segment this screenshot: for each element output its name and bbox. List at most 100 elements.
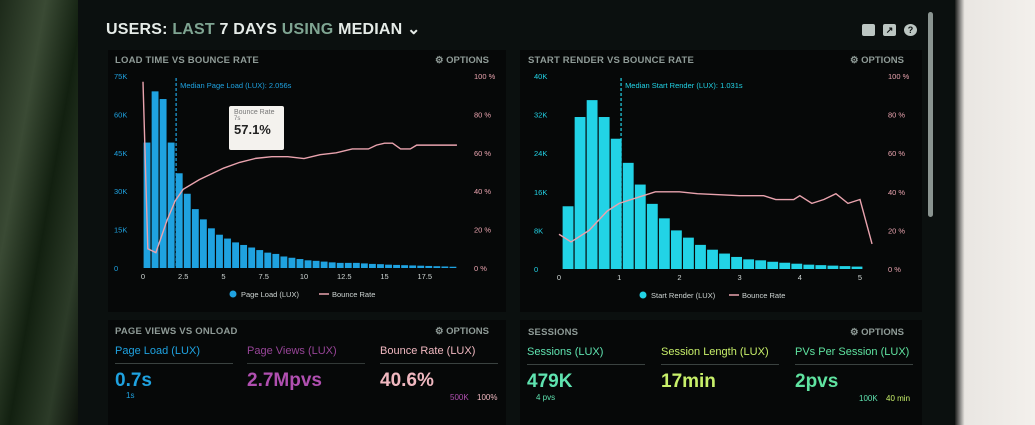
- histogram-bar: [707, 249, 718, 269]
- metric-page-views: Page Views (LUX) 2.7Mpvs: [247, 345, 365, 392]
- metric-label: Bounce Rate (LUX): [380, 345, 498, 364]
- monitor-icon[interactable]: [862, 24, 875, 36]
- metric-label: PVs Per Session (LUX): [795, 346, 913, 365]
- axis-label: 4 pvs: [536, 393, 556, 402]
- sessions-options-button[interactable]: ⚙ OPTIONS: [850, 327, 904, 338]
- tooltip-title: Bounce Rate: [234, 109, 275, 116]
- x-tick-label: 4: [798, 273, 802, 282]
- axis-label: 100K: [859, 394, 878, 403]
- x-tick-label: 2.5: [178, 272, 188, 281]
- legend-label: Start Render (LUX): [651, 291, 716, 300]
- chart2-options-button[interactable]: ⚙ OPTIONS: [850, 55, 904, 66]
- page-title[interactable]: USERS: LAST 7 DAYS USING MEDIAN ⌄: [106, 19, 421, 39]
- x-tick-label: 5: [858, 273, 862, 282]
- histogram-bar: [719, 253, 730, 269]
- y-tick-label: 30K: [114, 187, 127, 196]
- title-stat[interactable]: MEDIAN: [338, 21, 403, 38]
- chart1-options-button[interactable]: ⚙ OPTIONS: [435, 55, 489, 66]
- legend-marker: [229, 290, 237, 298]
- histogram-bar: [296, 259, 304, 268]
- y2-tick-label: 20 %: [888, 226, 905, 235]
- scrollbar[interactable]: [928, 12, 933, 217]
- histogram-bar: [240, 244, 248, 268]
- axis-label: 40 min: [886, 394, 911, 403]
- x-tick-label: 0: [557, 273, 561, 282]
- x-tick-label: 5: [221, 272, 225, 281]
- sessions-title: SESSIONS: [528, 327, 579, 338]
- histogram-bar: [360, 263, 368, 268]
- histogram-bar: [191, 209, 199, 268]
- histogram-bar: [336, 262, 344, 268]
- histogram-bar: [385, 264, 392, 268]
- histogram-bar: [827, 265, 839, 269]
- help-icon[interactable]: ?: [904, 24, 917, 36]
- histogram-bar: [224, 238, 231, 268]
- histogram-bar: [288, 257, 296, 268]
- histogram-bar: [562, 206, 574, 269]
- share-icon[interactable]: ↗: [883, 24, 896, 36]
- background-plant: [0, 0, 78, 425]
- histogram-bar: [401, 265, 409, 268]
- y2-tick-label: 80 %: [888, 111, 905, 120]
- y-tick-label: 24K: [534, 149, 547, 158]
- y2-tick-label: 60 %: [474, 149, 491, 158]
- bounce-rate-line: [142, 81, 457, 254]
- metric-page-load: Page Load (LUX) 0.7s: [115, 345, 233, 392]
- histogram-bar: [256, 250, 264, 268]
- histogram-bar: [441, 266, 449, 268]
- histogram-bar: [409, 265, 417, 268]
- histogram-bar: [815, 265, 827, 269]
- histogram-bar: [208, 228, 215, 268]
- histogram-bar: [312, 260, 320, 268]
- histogram-bar: [586, 100, 598, 269]
- y2-tick-label: 100 %: [888, 72, 910, 81]
- histogram-bar: [151, 91, 159, 268]
- options-label: OPTIONS: [446, 326, 489, 337]
- title-range[interactable]: 7 DAYS: [219, 21, 278, 38]
- chart2-title: START RENDER VS BOUNCE RATE: [528, 55, 695, 66]
- y2-tick-label: 20 %: [474, 226, 491, 235]
- histogram-bar: [175, 173, 183, 268]
- y2-tick-label: 0 %: [888, 265, 901, 274]
- legend-label: Page Load (LUX): [241, 290, 299, 299]
- pageviews-panel: [108, 320, 506, 425]
- y2-tick-label: 0 %: [474, 264, 487, 273]
- histogram-bar: [232, 242, 239, 268]
- metric-value: 2.7Mpvs: [247, 370, 322, 391]
- pageviews-options-button[interactable]: ⚙ OPTIONS: [435, 326, 489, 337]
- x-tick-label: 15: [380, 272, 388, 281]
- tooltip-value: 57.1%: [234, 122, 271, 137]
- y-tick-label: 45K: [114, 149, 127, 158]
- metric-label: Page Views (LUX): [247, 345, 365, 364]
- legend-marker: [639, 291, 647, 299]
- histogram-bar: [779, 262, 791, 269]
- metric-value: 40.6%: [380, 370, 434, 391]
- axis-label: 1s: [126, 391, 135, 400]
- y-tick-label: 16K: [534, 188, 547, 197]
- y2-tick-label: 60 %: [888, 149, 905, 158]
- histogram-bar: [264, 252, 272, 268]
- histogram-bar: [328, 262, 336, 268]
- histogram-bar: [159, 99, 167, 268]
- metric-bounce-rate: Bounce Rate (LUX) 40.6%: [380, 345, 498, 392]
- metric-pvs-per-session: PVs Per Session (LUX) 2pvs: [795, 346, 913, 393]
- histogram-bar: [417, 265, 425, 268]
- x-tick-label: 7.5: [259, 272, 269, 281]
- histogram-bar: [610, 138, 622, 269]
- histogram-bar: [216, 234, 223, 268]
- metric-value: 2pvs: [795, 371, 839, 392]
- histogram-bar: [393, 264, 400, 268]
- histogram-bar: [425, 265, 433, 268]
- x-tick-label: 3: [738, 273, 742, 282]
- title-last: LAST: [172, 21, 215, 38]
- x-tick-label: 2: [677, 273, 681, 282]
- histogram-bar: [743, 259, 755, 269]
- x-tick-label: 1: [617, 273, 621, 282]
- histogram-bar: [622, 162, 634, 269]
- metric-label: Session Length (LUX): [661, 346, 779, 365]
- options-label: OPTIONS: [861, 327, 904, 338]
- x-tick-label: 12.5: [337, 272, 352, 281]
- histogram-bar: [449, 266, 457, 268]
- chevron-down-icon[interactable]: ⌄: [407, 21, 421, 38]
